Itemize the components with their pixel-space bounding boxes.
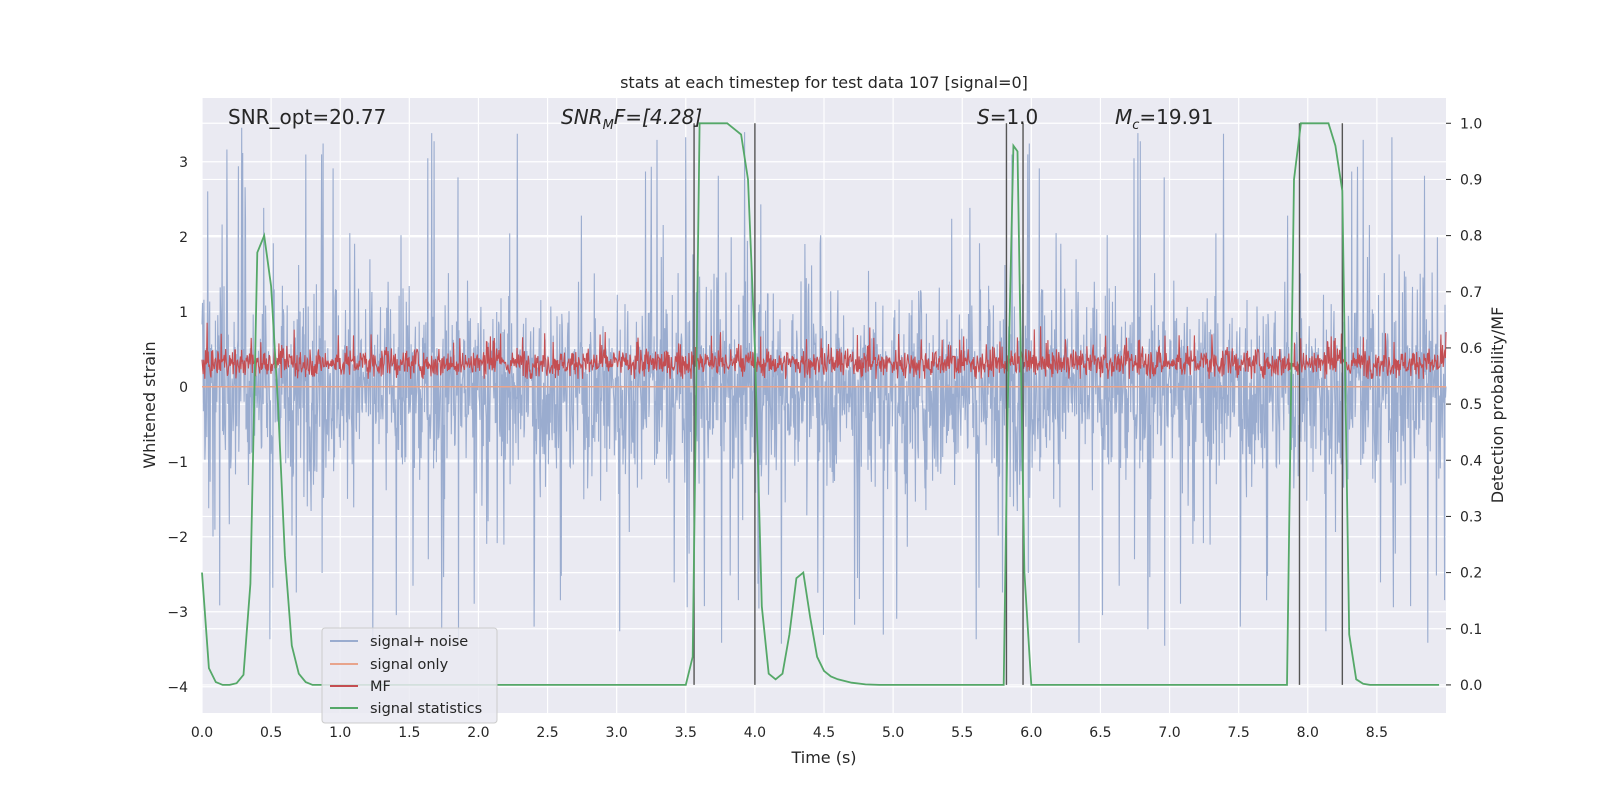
series-signal-noise <box>201 127 1447 646</box>
annotation-snr-mf-main: SNR <box>561 105 603 129</box>
legend-label-signal-statistics: signal statistics <box>370 701 482 717</box>
annotation-mc-sub: c <box>1132 118 1139 133</box>
annotation-mc-main: M <box>1115 105 1132 129</box>
x-tick-label: 7.0 <box>1158 725 1180 741</box>
y-right-tick-label: 0.6 <box>1460 341 1482 357</box>
x-tick-label: 2.0 <box>467 725 489 741</box>
y-right-tick-label: 0.5 <box>1460 397 1482 413</box>
x-axis-label: Time (s) <box>790 748 856 767</box>
x-tick-label: 4.0 <box>744 725 766 741</box>
annotation-mc: Mc=19.91 <box>1115 105 1213 133</box>
legend-label-signal-only: signal only <box>370 657 449 673</box>
chart-title: stats at each timestep for test data 107… <box>620 73 1028 92</box>
y-right-tick-label: 0.2 <box>1460 566 1482 582</box>
annotation-s-rest: =1.0 <box>990 105 1039 129</box>
annotation-mc-rest: =19.91 <box>1139 105 1213 129</box>
legend-label-signal-noise: signal+ noise <box>370 634 468 650</box>
y-right-tick-label: 0.7 <box>1460 285 1482 301</box>
annotation-snr-mf: SNRMF=[4.28] <box>561 105 702 133</box>
y-right-tick-label: 1.0 <box>1460 116 1482 132</box>
x-tick-label: 3.0 <box>606 725 628 741</box>
y-right-tick-label: 0.9 <box>1460 172 1482 188</box>
x-tick-label: 5.0 <box>882 725 904 741</box>
series-signal-statistics <box>201 122 1440 686</box>
y-axis-label-right: Detection probability/MF <box>1488 307 1507 504</box>
x-tick-label: 6.0 <box>1020 725 1042 741</box>
y-left-tick-label: −4 <box>167 680 188 696</box>
y-right-tick-label: 0.0 <box>1460 678 1482 694</box>
legend: signal+ noise signal only MF signal stat… <box>321 627 498 724</box>
y-left-tick-label: 3 <box>179 155 188 171</box>
x-tick-label: 7.5 <box>1228 725 1250 741</box>
x-tick-label: 5.5 <box>951 725 973 741</box>
y-left-tick-label: 2 <box>179 230 188 246</box>
x-tick-label: 8.0 <box>1297 725 1319 741</box>
x-tick-label: 3.5 <box>675 725 697 741</box>
y-right-tick-label: 0.1 <box>1460 622 1482 638</box>
annotation-snr-opt: SNR_opt=20.77 <box>228 105 386 129</box>
x-tick-label: 8.5 <box>1366 725 1388 741</box>
legend-box <box>321 627 498 724</box>
x-tick-label: 0.0 <box>191 725 213 741</box>
y-left-tick-label: −1 <box>167 455 188 471</box>
y-left-tick-label: 1 <box>179 305 188 321</box>
x-tick-label: 1.0 <box>329 725 351 741</box>
annotation-snr-mf-rest: F=[4.28] <box>614 105 702 129</box>
y-left-tick-label: −2 <box>167 530 188 546</box>
y-right-tick-label: 0.8 <box>1460 229 1482 245</box>
annotation-s-main: S <box>977 105 990 129</box>
y-right-tick-label: 0.4 <box>1460 453 1482 469</box>
legend-label-mf: MF <box>370 679 391 695</box>
x-tick-label: 0.5 <box>260 725 282 741</box>
plot-area <box>201 122 1447 686</box>
y-left-tick-label: 0 <box>179 380 188 396</box>
y-axis-label-left: Whitened strain <box>140 341 159 468</box>
x-tick-label: 1.5 <box>398 725 420 741</box>
x-tick-label: 2.5 <box>536 725 558 741</box>
x-tick-label: 4.5 <box>813 725 835 741</box>
ticks: 0.0 0.5 1.0 1.5 2.0 2.5 3.0 3.5 4.0 4.5 5.0 5.5 6.0 6… <box>167 116 1482 741</box>
annotation-s: S=1.0 <box>977 105 1038 129</box>
series-mf <box>201 322 1447 379</box>
y-right-tick-label: 0.3 <box>1460 509 1482 525</box>
x-tick-label: 6.5 <box>1089 725 1111 741</box>
y-left-tick-label: −3 <box>167 605 188 621</box>
annotation-snr-mf-sub: M <box>603 118 614 133</box>
